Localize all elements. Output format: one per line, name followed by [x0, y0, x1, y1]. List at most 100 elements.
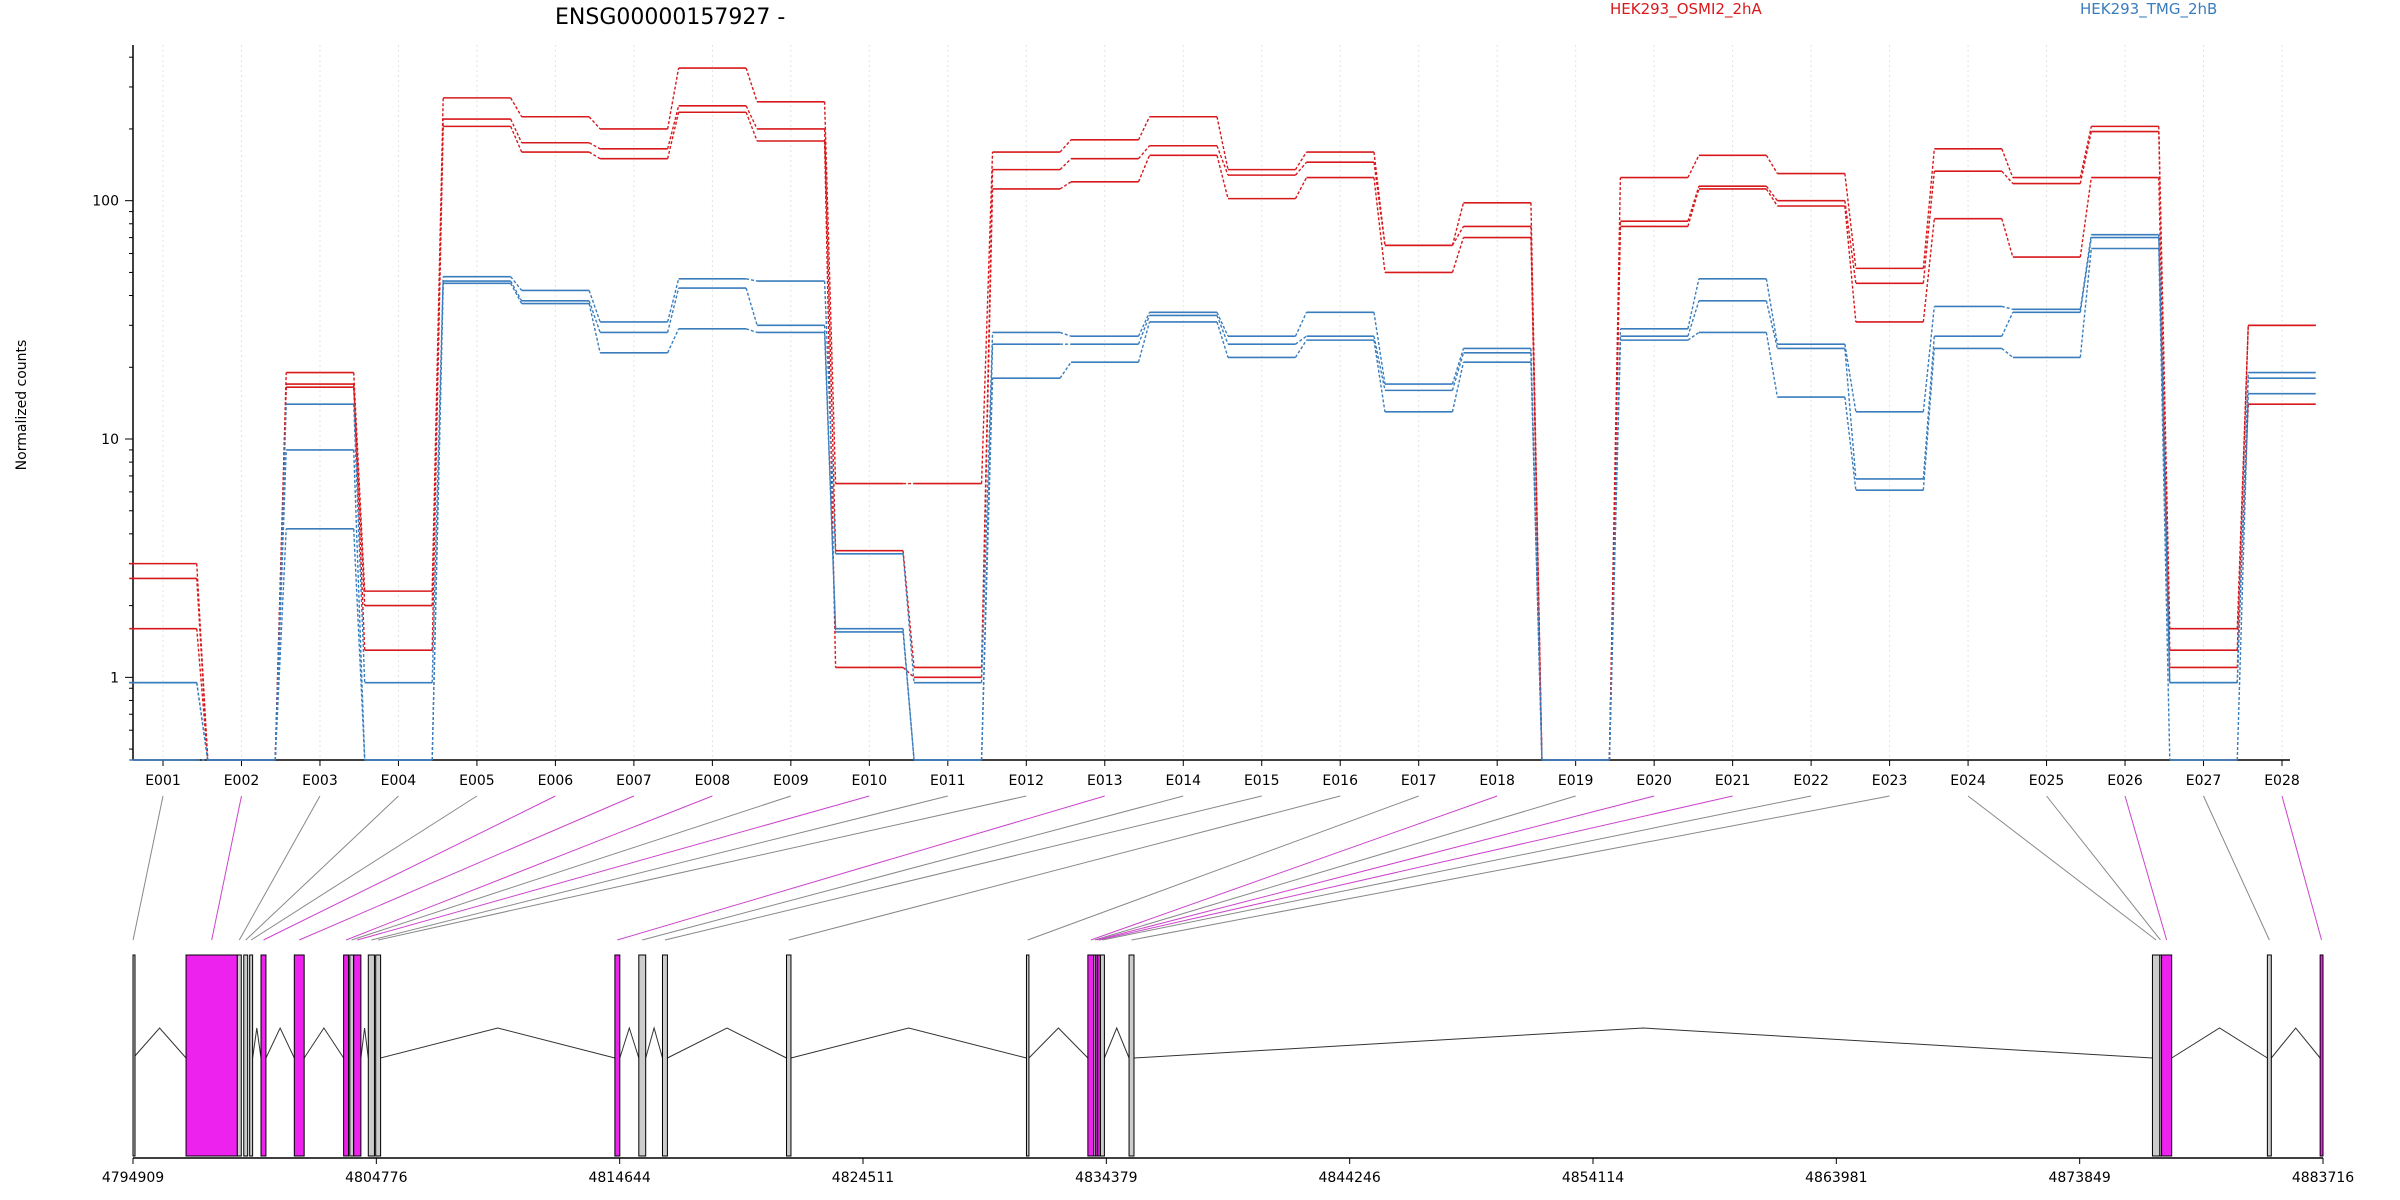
series-6-connector — [1530, 362, 1543, 761]
connector-e004 — [245, 795, 399, 941]
exon-e008 — [343, 954, 350, 1157]
series-4-connector — [1373, 312, 1386, 385]
series-4-connector — [1294, 312, 1308, 337]
series-6-connector — [2001, 347, 2014, 358]
exon-e027 — [2266, 954, 2272, 1157]
series-3-connector — [2158, 177, 2171, 668]
legend-entry-tmg: HEK293_TMG_2hB — [2080, 0, 2217, 19]
series-6-connector — [1294, 339, 1308, 358]
x-tick-label-e018: E018 — [1479, 773, 1515, 789]
intron-line — [645, 1026, 663, 1059]
series-3-connector — [1844, 205, 1857, 322]
exon-e023 — [1128, 954, 1135, 1157]
connector-e005 — [250, 795, 478, 941]
series-4-connector — [1059, 331, 1072, 337]
intron-line — [1103, 1026, 1130, 1059]
series-6-connector — [1922, 348, 1936, 491]
series-2-connector — [2158, 131, 2171, 651]
intron-line — [2171, 1027, 2268, 1059]
x-tick-label-e020: E020 — [1636, 773, 1672, 789]
x-tick-label-e022: E022 — [1793, 773, 1829, 789]
series-3-connector — [1765, 188, 1778, 207]
intron-line — [2270, 1027, 2321, 1059]
x-tick-label-e013: E013 — [1087, 773, 1123, 789]
series-2-connector — [745, 105, 758, 130]
x-tick-label-e004: E004 — [381, 773, 417, 789]
series-6-connector — [1216, 321, 1229, 358]
series-5-connector — [588, 300, 601, 333]
series-5-connector — [1137, 315, 1151, 345]
intron-line — [1133, 1027, 2153, 1059]
series-2-connector — [823, 128, 837, 551]
series-3-connector — [353, 387, 366, 651]
series-1-connector — [1530, 202, 1543, 761]
series-5-connector — [2158, 237, 2171, 683]
connector-e019 — [1094, 795, 1576, 941]
series-6-connector — [2236, 393, 2249, 761]
series-2-connector — [2001, 170, 2014, 185]
connector-e001 — [132, 795, 164, 941]
series-5-connector — [1844, 348, 1857, 479]
series-2-connector — [1137, 145, 1151, 160]
series-4-connector — [666, 278, 680, 323]
exon-e006 — [260, 954, 267, 1157]
y-tick-label: 100 — [92, 194, 119, 210]
genomic-tick-label: 4854114 — [1562, 1170, 1624, 1186]
connector-e025 — [2046, 795, 2161, 941]
connector-e010 — [357, 795, 870, 941]
series-4-connector — [1844, 344, 1857, 412]
exon-e011 — [367, 954, 375, 1157]
x-tick-label-e015: E015 — [1244, 773, 1280, 789]
exon-connectors — [132, 795, 2323, 941]
series-6-connector — [1137, 321, 1151, 363]
x-tick-label-e019: E019 — [1558, 773, 1594, 789]
series-2-connector — [1844, 200, 1857, 284]
series-3-connector — [1137, 155, 1151, 183]
exon-e003 — [236, 954, 242, 1157]
genomic-tick-label: 4873849 — [2048, 1170, 2110, 1186]
exon-e017 — [1025, 954, 1030, 1157]
connector-e023 — [1131, 795, 1890, 941]
series-4-connector — [510, 276, 523, 291]
x-tick-label-e007: E007 — [616, 773, 652, 789]
series-4-connector — [980, 332, 994, 683]
x-tick-label-e025: E025 — [2029, 773, 2065, 789]
series-5-connector — [196, 682, 209, 761]
series-1-connector — [1687, 155, 1700, 178]
series-2 — [129, 105, 2316, 761]
series-5-connector — [510, 280, 523, 302]
connector-e022 — [1102, 795, 1812, 941]
series-4-connector — [2001, 305, 2013, 311]
series-4-connector — [1687, 278, 1700, 329]
genomic-tick-label: 4863981 — [1805, 1170, 1867, 1186]
x-tick-label-e016: E016 — [1322, 773, 1358, 789]
series-4-connector — [431, 276, 444, 683]
x-tick-label-e014: E014 — [1165, 773, 1201, 789]
legend-entry-osmi2: HEK293_OSMI2_2hA — [1610, 0, 1763, 19]
x-tick-label-e006: E006 — [538, 773, 574, 789]
connector-e011 — [371, 795, 948, 941]
series-2-connector — [510, 118, 523, 144]
series-lines — [129, 67, 2316, 761]
connector-e003 — [238, 795, 321, 941]
x-tick-label-e010: E010 — [852, 773, 888, 789]
genomic-tick-label: 4824511 — [832, 1170, 894, 1186]
genomic-tick-label: 4804776 — [345, 1170, 407, 1186]
series-3-connector — [823, 140, 837, 668]
series-4-connector — [1922, 306, 1936, 412]
exon-e010 — [353, 954, 362, 1157]
series-3-connector — [1294, 177, 1308, 199]
series-6-connector — [2158, 248, 2171, 761]
connector-e018 — [1090, 795, 1498, 941]
intron-line — [360, 1027, 369, 1059]
series-4-connector — [274, 404, 287, 761]
x-tick-label-e012: E012 — [1009, 773, 1045, 789]
connector-e027 — [2203, 795, 2270, 941]
genomic-tick-label: 4814644 — [588, 1170, 650, 1186]
genomic-tick-label: 4834379 — [1075, 1170, 1137, 1186]
series-3-connector — [1373, 177, 1386, 273]
series-2-connector — [1216, 145, 1229, 176]
series-1-connector — [2079, 126, 2092, 178]
x-tick-label-e008: E008 — [695, 773, 731, 789]
connector-e009 — [351, 795, 792, 941]
